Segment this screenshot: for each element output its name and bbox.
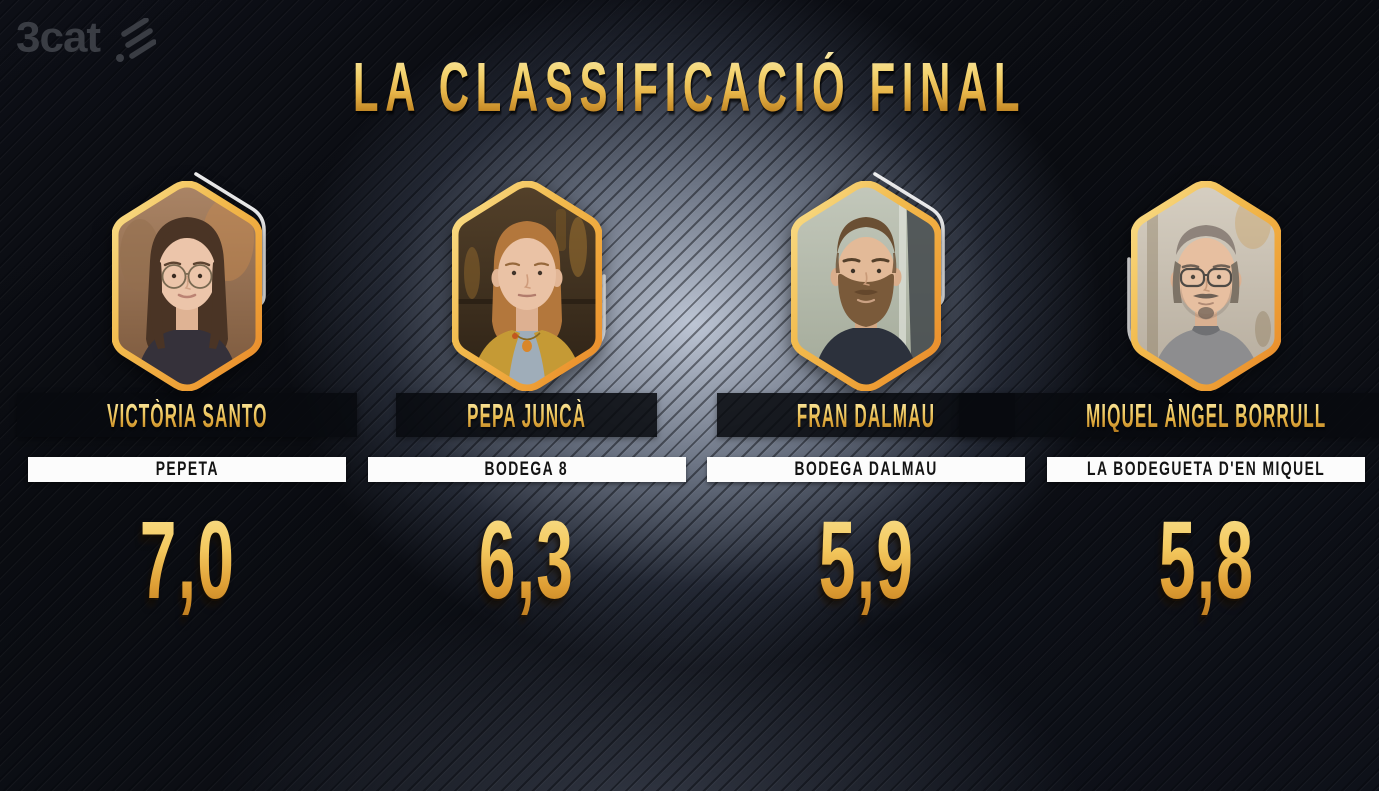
venue-bar: BODEGA 8 [367,457,686,482]
avatar-miquel [1133,184,1278,388]
contestant-nameplate: PEPA JUNCÀ [396,393,658,437]
contestant-photo [1130,181,1281,391]
ranking-row: VICTÒRIA SANTO PEPETA 7,0 [0,172,1379,622]
page-title: LA CLASSIFICACIÓ FINAL [276,52,1103,122]
avatar-fran [794,184,939,388]
contestant-name: MIQUEL ÀNGEL BORRULL [1085,396,1327,434]
contestant-nameplate: VICTÒRIA SANTO [16,393,358,437]
contestant-card-4: MIQUEL ÀNGEL BORRULL LA BODEGUETA D'EN M… [958,181,1379,622]
hexagon-frame [112,172,266,391]
venue-name: BODEGA 8 [484,459,569,480]
venue-bar: BODEGA DALMAU [707,457,1026,482]
hexagon-frame [1127,181,1281,391]
contestant-card-2: PEPA JUNCÀ BODEGA 8 6,3 [366,181,688,616]
contestant-photo [451,181,602,391]
score-value: 5,8 [1158,499,1254,622]
contestant-photo [112,181,262,391]
hexagon-frame [451,181,606,391]
contestant-nameplate: MIQUEL ÀNGEL BORRULL [958,393,1379,437]
signal-waves-icon [116,18,157,62]
channel-logo-text: 3cat [16,14,101,62]
avatar-victoria [115,184,259,388]
score-value: 6,3 [478,499,575,622]
venue-bar: PEPETA [28,457,346,482]
contestant-name: FRAN DALMAU [797,396,936,434]
venue-name: LA BODEGUETA D'EN MIQUEL [1086,459,1326,480]
contestant-name: VICTÒRIA SANTO [106,396,268,434]
score-value: 5,9 [818,499,914,622]
contestant-photo [791,181,942,391]
score-value: 7,0 [139,499,235,622]
hexagon-frame [791,172,946,391]
contestant-name: PEPA JUNCÀ [467,396,587,434]
venue-bar: LA BODEGUETA D'EN MIQUEL [1046,457,1365,482]
venue-name: BODEGA DALMAU [794,459,938,480]
venue-name: PEPETA [155,459,219,480]
avatar-pepa [454,184,599,388]
signal-dot [116,54,125,62]
contestant-card-1: VICTÒRIA SANTO PEPETA 7,0 [16,172,358,622]
channel-logo: 3cat [16,14,157,64]
